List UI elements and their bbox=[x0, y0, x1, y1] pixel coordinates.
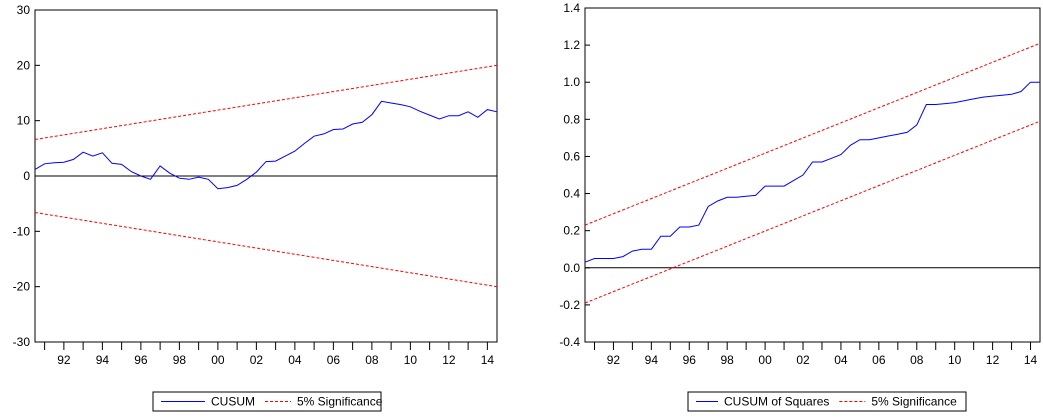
y-tick-label: 30 bbox=[17, 3, 31, 17]
legend-label: CUSUM bbox=[211, 395, 255, 409]
x-tick-label: 94 bbox=[645, 353, 659, 367]
y-tick-label: -30 bbox=[13, 335, 31, 349]
significance-band-line bbox=[34, 212, 498, 288]
legend-label: 5% Significance bbox=[871, 395, 957, 409]
plot-frame bbox=[584, 7, 1041, 343]
x-tick-label: 02 bbox=[796, 353, 810, 367]
x-tick-label: 96 bbox=[683, 353, 697, 367]
cusum-chart: -30 -20 -10 0 10 20 30 92 94 96 98 00 02 04 06 08 10 12 14… bbox=[13, 3, 498, 412]
x-tick-label: 00 bbox=[211, 353, 225, 367]
x-tick-label: 06 bbox=[872, 353, 886, 367]
legend-label: CUSUM of Squares bbox=[724, 395, 829, 409]
legend-label: 5% Significance bbox=[297, 395, 383, 409]
y-tick-label: 10 bbox=[17, 114, 31, 128]
x-tick-label: 98 bbox=[173, 353, 187, 367]
x-tick-label: 12 bbox=[442, 353, 456, 367]
x-tick-label: 04 bbox=[834, 353, 848, 367]
x-tick-label: 02 bbox=[250, 353, 264, 367]
y-tick-label: -10 bbox=[13, 224, 31, 238]
x-tick-label: 04 bbox=[288, 353, 302, 367]
x-tick-label: 96 bbox=[134, 353, 148, 367]
x-tick-label: 10 bbox=[404, 353, 418, 367]
y-tick-label: -0.2 bbox=[559, 298, 580, 312]
y-tick-label: -20 bbox=[13, 280, 31, 294]
significance-band-line bbox=[584, 120, 1041, 304]
y-tick-label: 1.4 bbox=[563, 1, 580, 15]
y-tick-label: 0.0 bbox=[563, 261, 580, 275]
statistic-line bbox=[34, 100, 498, 190]
x-tick-label: 92 bbox=[57, 353, 71, 367]
x-tick-label: 14 bbox=[1024, 353, 1038, 367]
significance-band-line bbox=[584, 42, 1041, 226]
x-tick-label: 00 bbox=[758, 353, 772, 367]
x-tick-label: 92 bbox=[607, 353, 621, 367]
y-tick-label: 0.6 bbox=[563, 149, 580, 163]
x-tick-label: 10 bbox=[948, 353, 962, 367]
y-tick-label: 1.0 bbox=[563, 75, 580, 89]
x-tick-label: 98 bbox=[721, 353, 735, 367]
y-tick-label: 0 bbox=[23, 169, 30, 183]
x-tick-label: 08 bbox=[910, 353, 924, 367]
x-tick-label: 06 bbox=[327, 353, 341, 367]
x-tick-label: 12 bbox=[986, 353, 1000, 367]
y-tick-label: 20 bbox=[17, 58, 31, 72]
y-tick-label: 0.4 bbox=[563, 187, 580, 201]
y-tick-label: -0.4 bbox=[559, 335, 580, 349]
x-tick-label: 14 bbox=[481, 353, 495, 367]
x-tick-label: 94 bbox=[96, 353, 110, 367]
y-tick-label: 0.2 bbox=[563, 224, 580, 238]
y-tick-label: 1.2 bbox=[563, 38, 580, 52]
legend-box bbox=[687, 391, 967, 412]
statistic-line bbox=[584, 81, 1040, 263]
cusum-squares-chart: -0.4 -0.2 0.0 0.2 0.4 0.6 0.8 1.0 1.2 1.4 92 94 96 98… bbox=[559, 1, 1041, 412]
y-tick-label: 0.8 bbox=[563, 112, 580, 126]
x-tick-label: 08 bbox=[365, 353, 379, 367]
significance-band-line bbox=[34, 64, 498, 140]
